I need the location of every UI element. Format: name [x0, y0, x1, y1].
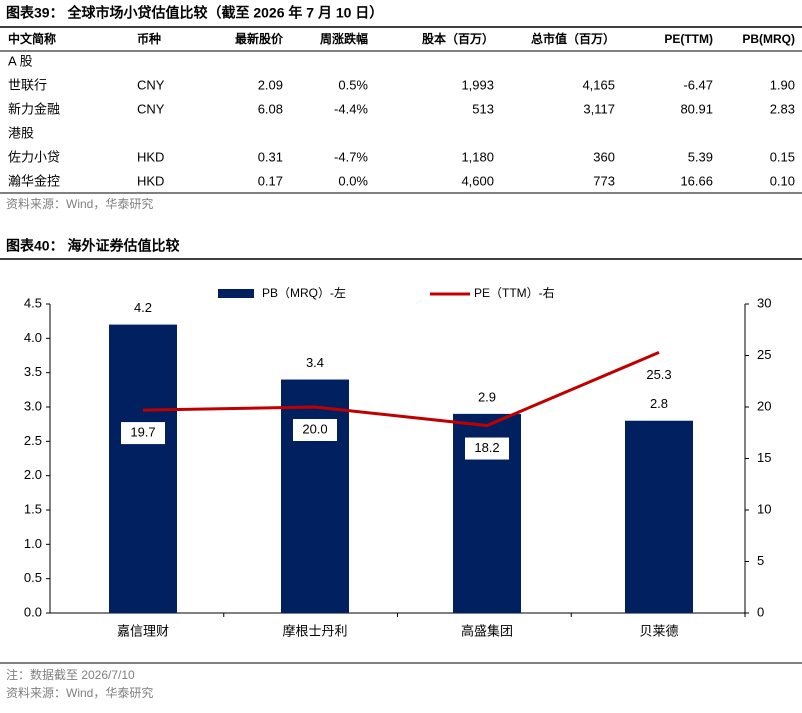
label-box: [637, 364, 681, 387]
y-tick-label: 0.0: [24, 604, 42, 619]
table-cell: 2.09: [258, 77, 283, 92]
line-label: 20.0: [302, 421, 327, 436]
table-cell: 773: [593, 173, 615, 188]
y2-tick-label: 5: [757, 553, 764, 568]
label-box: [465, 437, 509, 460]
y-tick-label: 1.0: [24, 536, 42, 551]
table-cell: 0.5%: [338, 77, 368, 92]
table-cell: 513: [472, 101, 494, 116]
table-cell: 0.31: [258, 149, 283, 164]
bar: [109, 324, 177, 613]
table-cell: 0.10: [770, 173, 795, 188]
x-tick-label: 嘉信理财: [117, 623, 169, 638]
table-cell: 瀚华金控: [8, 173, 60, 188]
table-cell: 1,993: [461, 77, 494, 92]
table-source: 资料来源：Wind，华泰研究: [6, 196, 153, 211]
table-cell: HKD: [137, 173, 164, 188]
label-box: [293, 419, 337, 441]
table-cell: 世联行: [8, 77, 47, 92]
y-tick-label: 2.0: [24, 467, 42, 482]
chart-title: 图表40： 海外证券估值比较: [6, 238, 179, 254]
y-tick-label: 4.5: [24, 295, 42, 310]
x-tick-label: 贝莱德: [639, 623, 678, 638]
table-cell: 3,117: [583, 101, 615, 116]
table-cell: 2.83: [770, 101, 795, 116]
y-tick-label: 3.5: [24, 364, 42, 379]
table-cell: 360: [593, 149, 615, 164]
bar-label: 2.9: [478, 389, 496, 404]
bar: [625, 420, 693, 613]
table-cell: CNY: [137, 101, 165, 116]
x-tick-label: 摩根士丹利: [282, 623, 347, 638]
table-cell: 4,600: [461, 173, 494, 188]
column-header: 中文简称: [8, 31, 56, 46]
table-cell: 1.90: [770, 77, 795, 92]
y-tick-label: 2.5: [24, 433, 42, 448]
y2-tick-label: 30: [757, 295, 771, 310]
table-cell: 0.17: [258, 173, 283, 188]
legend-label: PB（MRQ）-左: [262, 285, 346, 300]
y-tick-label: 0.5: [24, 570, 42, 585]
table-cell: 0.15: [770, 149, 795, 164]
bar-label: 2.8: [650, 396, 668, 411]
x-tick-label: 高盛集团: [461, 623, 513, 638]
source: 资料来源：Wind，华泰研究: [6, 685, 153, 700]
group-label: A 股: [8, 53, 33, 68]
table-cell: HKD: [137, 149, 164, 164]
y-tick-label: 4.0: [24, 330, 42, 345]
table-cell: 0.0%: [338, 173, 368, 188]
line-label: 25.3: [646, 367, 671, 382]
y2-tick-label: 10: [757, 501, 771, 516]
y2-tick-label: 0: [757, 604, 764, 619]
table-cell: -4.7%: [334, 149, 368, 164]
line-label: 18.2: [474, 440, 499, 455]
label-box: [121, 422, 165, 445]
table-cell: 5.39: [688, 149, 713, 164]
legend-label: PE（TTM）-右: [474, 285, 555, 300]
table-cell: 佐力小贷: [8, 149, 60, 164]
table-cell: 80.91: [680, 101, 713, 116]
table-cell: -6.47: [683, 77, 713, 92]
note: 注：数据截至 2026/7/10: [6, 667, 135, 682]
column-header: 总市值（百万）: [531, 31, 615, 46]
column-header: 币种: [137, 31, 161, 46]
table-cell: 新力金融: [8, 101, 60, 116]
bar-label: 3.4: [306, 355, 324, 370]
legend-swatch: [218, 289, 254, 298]
y-tick-label: 1.5: [24, 501, 42, 516]
column-header: PE(TTM): [664, 32, 713, 46]
table-cell: 6.08: [258, 101, 283, 116]
y2-tick-label: 25: [757, 347, 771, 362]
table-cell: 16.66: [680, 173, 713, 188]
bar-label: 4.2: [134, 300, 152, 315]
y2-tick-label: 20: [757, 398, 771, 413]
column-header: 周涨跌幅: [320, 31, 368, 46]
group-label: 港股: [8, 125, 34, 140]
column-header: 股本（百万）: [422, 31, 494, 46]
y2-tick-label: 15: [757, 450, 771, 465]
table-cell: -4.4%: [334, 101, 368, 116]
column-header: 最新股价: [235, 31, 284, 46]
column-header: PB(MRQ): [742, 32, 795, 46]
bar: [281, 379, 349, 613]
table-title: 图表39： 全球市场小贷估值比较（截至 2026 年 7 月 10 日）: [6, 5, 383, 21]
table-cell: 4,165: [582, 77, 615, 92]
table-cell: 1,180: [461, 149, 494, 164]
line: [142, 351, 660, 428]
line-label: 19.7: [130, 425, 155, 440]
y-tick-label: 3.0: [24, 398, 42, 413]
table-cell: CNY: [137, 77, 165, 92]
